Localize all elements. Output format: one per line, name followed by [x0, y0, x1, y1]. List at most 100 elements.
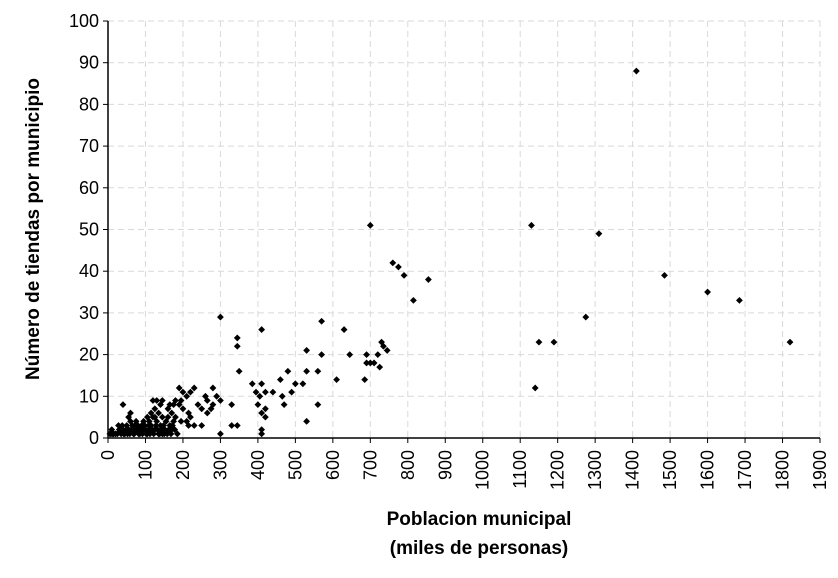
data-point [235, 367, 243, 375]
data-point [400, 271, 408, 279]
data-point [363, 351, 370, 358]
data-point [203, 397, 211, 404]
data-point [333, 376, 340, 384]
data-point [151, 405, 159, 413]
data-point [303, 367, 311, 375]
data-point [217, 313, 224, 321]
x-tick-label: 500 [285, 450, 305, 480]
data-point [366, 221, 374, 229]
data-point [164, 405, 172, 413]
data-point [118, 422, 126, 429]
x-tick-label: 1900 [810, 450, 830, 490]
y-tick-label: 70 [79, 136, 99, 156]
data-point [157, 401, 164, 409]
data-point [261, 388, 269, 396]
data-point [179, 388, 187, 396]
data-point [248, 380, 256, 388]
data-point [261, 413, 269, 421]
data-point [550, 338, 558, 346]
data-point [136, 426, 144, 434]
gridlines [108, 20, 821, 438]
data-point [535, 338, 543, 346]
data-point [149, 397, 157, 404]
data-point [299, 380, 307, 388]
y-tick-label: 100 [69, 11, 99, 31]
data-point [276, 376, 284, 384]
data-point [370, 359, 378, 367]
data-point [190, 384, 198, 392]
data-point [258, 430, 266, 438]
data-point [162, 417, 170, 425]
x-tick-label: 700 [360, 450, 380, 480]
x-tick-label: 800 [398, 450, 418, 480]
x-tick-label: 300 [210, 450, 230, 480]
data-point [127, 417, 134, 425]
data-point [595, 230, 603, 238]
x-tick-label: 1100 [510, 450, 530, 489]
data-point [258, 326, 266, 333]
data-point [410, 296, 417, 304]
data-point [288, 388, 296, 396]
data-point [314, 401, 322, 409]
x-tick-label: 1400 [623, 450, 643, 490]
x-tick-label: 1700 [735, 450, 755, 490]
x-tick-label: 400 [248, 450, 268, 480]
data-point [198, 422, 206, 429]
data-point [704, 288, 711, 296]
data-point [233, 342, 241, 350]
data-point [198, 405, 206, 413]
x-tick-label: 0 [98, 450, 118, 460]
axes [103, 20, 821, 443]
data-point [128, 422, 136, 429]
data-point [228, 401, 236, 409]
x-axis-title-line2: (miles de personas) [390, 538, 568, 559]
data-point [395, 263, 402, 271]
y-tick-label: 90 [79, 53, 99, 73]
data-point [177, 417, 185, 425]
y-tick-label: 60 [79, 178, 99, 198]
data-point [145, 422, 152, 429]
data-point [383, 347, 391, 354]
data-point [152, 422, 160, 429]
x-tick-label: 1500 [660, 450, 680, 490]
data-point [632, 67, 640, 75]
data-point [258, 426, 266, 434]
data-point [123, 422, 131, 429]
x-tick-label: 1000 [473, 450, 493, 490]
data-point [167, 430, 175, 438]
data-point [425, 276, 432, 283]
data-point [203, 409, 211, 417]
data-point [147, 409, 155, 417]
data-point [284, 367, 292, 375]
data-point [217, 397, 224, 404]
data-point [786, 338, 794, 346]
data-point [361, 376, 369, 384]
x-tick-label: 1800 [773, 450, 793, 490]
data-point [528, 221, 535, 229]
data-point [303, 347, 311, 354]
data-point [318, 317, 325, 325]
data-point [278, 392, 286, 400]
data-point [153, 397, 161, 404]
data-point [183, 392, 191, 400]
data-point [153, 417, 161, 425]
data-point [132, 417, 140, 425]
data-point [531, 384, 539, 392]
data-point [269, 388, 277, 396]
data-point [145, 417, 153, 425]
data-point [185, 409, 192, 417]
data-point [258, 409, 266, 417]
data-point [151, 413, 159, 421]
data-point [175, 384, 183, 392]
x-tick-label: 600 [323, 450, 343, 480]
data-point [168, 409, 176, 417]
data-point [376, 363, 384, 371]
y-tick-label: 50 [79, 220, 99, 240]
data-point [207, 405, 215, 413]
data-point [209, 384, 217, 392]
y-tick-label: 80 [79, 94, 99, 114]
data-point [175, 401, 183, 409]
data-point [158, 413, 166, 421]
x-tick-label: 1300 [585, 450, 605, 490]
